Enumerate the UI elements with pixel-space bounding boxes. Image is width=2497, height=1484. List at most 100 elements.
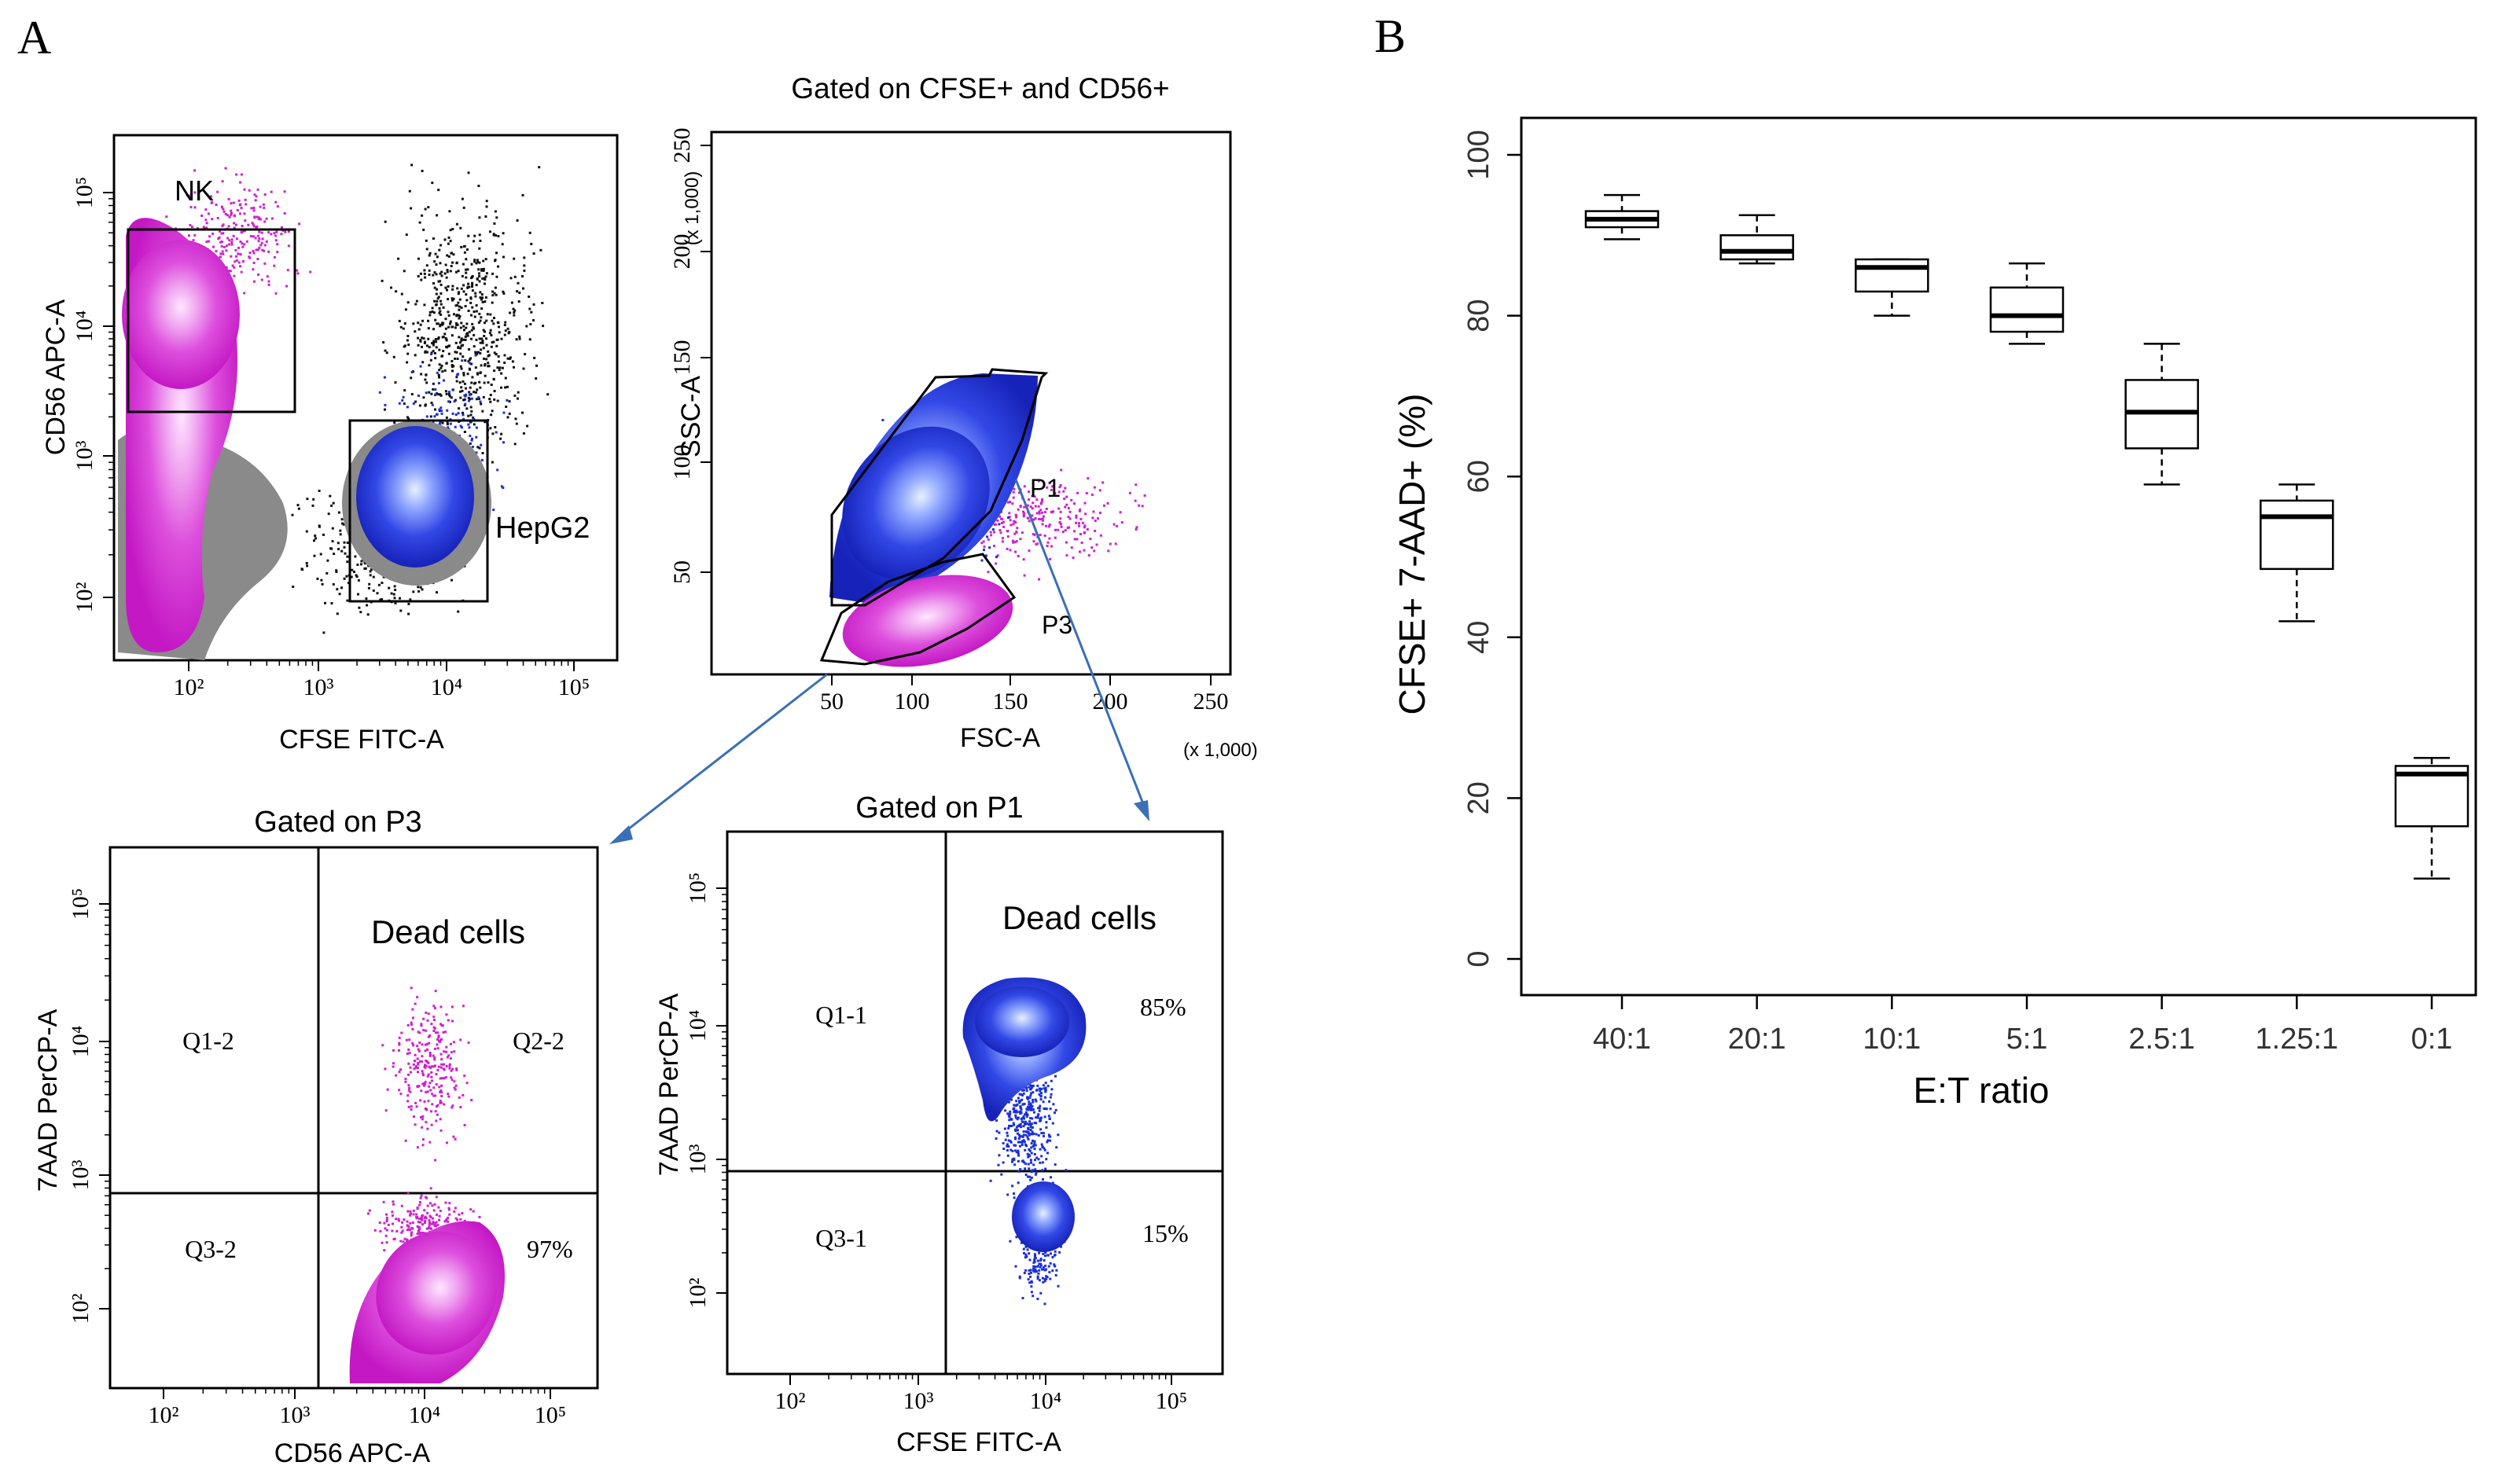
- event-dot: [428, 314, 432, 317]
- event-dot: [1011, 1185, 1014, 1188]
- event-dot: [1018, 1101, 1021, 1104]
- event-dot: [474, 292, 477, 295]
- panel-label-a: A: [17, 12, 51, 64]
- event-dot: [475, 435, 478, 439]
- event-dot: [1006, 535, 1009, 538]
- event-dot: [478, 261, 481, 264]
- event-dot: [1038, 1109, 1041, 1112]
- event-dot: [458, 1096, 461, 1099]
- event-dot: [1031, 1117, 1034, 1120]
- event-dot: [435, 346, 438, 349]
- event-dot: [251, 222, 254, 225]
- event-dot: [1017, 1141, 1020, 1144]
- event-dot: [1004, 1138, 1007, 1141]
- event-dot: [1006, 1131, 1009, 1134]
- event-dot: [508, 400, 511, 403]
- event-dot: [445, 1045, 448, 1049]
- event-dot: [1050, 488, 1053, 491]
- event-dot: [490, 413, 493, 417]
- plot3-xlabel: CD56 APC-A: [274, 1438, 431, 1468]
- event-dot: [340, 586, 343, 590]
- event-dot: [467, 423, 470, 426]
- event-dot: [1013, 1157, 1016, 1160]
- event-dot: [491, 272, 495, 275]
- event-dot: [340, 518, 344, 521]
- event-dot: [1031, 1133, 1034, 1136]
- event-dot: [1038, 1251, 1041, 1254]
- event-dot: [430, 1227, 432, 1230]
- event-dot: [1022, 510, 1024, 513]
- event-dot: [439, 280, 442, 283]
- event-dot: [1095, 543, 1098, 546]
- event-dot: [1048, 482, 1051, 485]
- event-dot: [1007, 1127, 1010, 1130]
- event-dot: [1028, 1103, 1031, 1106]
- event-dot: [343, 541, 346, 544]
- event-dot: [1030, 1092, 1033, 1095]
- event-dot: [1030, 1176, 1033, 1179]
- event-dot: [513, 314, 516, 317]
- x-tick-label: 10³: [903, 1388, 934, 1414]
- event-dot: [1013, 1104, 1016, 1107]
- event-dot: [1038, 1262, 1041, 1265]
- event-dot: [467, 360, 470, 363]
- plot4-dead-cells-label: Dead cells: [1002, 899, 1157, 936]
- event-dot: [1023, 1117, 1025, 1120]
- event-dot: [462, 343, 465, 347]
- plot3-q2-label: Q2-2: [513, 1027, 564, 1055]
- event-dot: [1038, 479, 1040, 483]
- x-tick-label: 0:1: [2411, 1023, 2453, 1056]
- event-dot: [1023, 1161, 1026, 1164]
- event-dot: [513, 275, 517, 278]
- event-dot: [1114, 542, 1117, 545]
- event-dot: [469, 406, 473, 409]
- event-dot: [436, 255, 439, 259]
- event-dot: [301, 568, 304, 571]
- event-dot: [1039, 1117, 1042, 1120]
- event-dot: [470, 329, 473, 332]
- event-dot: [1023, 505, 1026, 509]
- event-dot: [434, 357, 437, 360]
- event-dot: [1041, 1169, 1044, 1172]
- event-dot: [494, 426, 497, 428]
- event-dot: [471, 289, 474, 292]
- event-dot: [450, 364, 454, 366]
- event-dot: [1043, 534, 1046, 537]
- event-dot: [528, 296, 531, 298]
- event-dot: [437, 296, 440, 299]
- event-dot: [350, 575, 353, 579]
- arrow-p1-to-plot4: [1014, 479, 1146, 806]
- event-dot: [480, 293, 484, 296]
- event-dot: [423, 1209, 426, 1212]
- event-dot: [1041, 1276, 1044, 1280]
- event-dot: [1018, 1275, 1021, 1278]
- event-dot: [459, 365, 462, 368]
- event-dot: [1017, 1181, 1020, 1185]
- event-dot: [1019, 1168, 1022, 1171]
- event-dot: [263, 249, 266, 252]
- event-dot: [1024, 1085, 1028, 1089]
- event-dot: [1008, 512, 1011, 515]
- event-dot: [419, 1196, 422, 1199]
- event-dot: [228, 239, 231, 242]
- event-dot: [439, 272, 442, 275]
- event-dot: [532, 252, 535, 255]
- event-dot: [481, 452, 484, 454]
- event-dot: [478, 380, 481, 384]
- event-dot: [428, 1034, 432, 1037]
- event-dot: [505, 406, 508, 408]
- event-dot: [406, 1224, 409, 1227]
- event-dot: [369, 574, 372, 577]
- event-dot: [1143, 494, 1146, 497]
- event-dot: [1001, 540, 1004, 543]
- event-dot: [440, 270, 443, 274]
- event-dot: [233, 226, 236, 230]
- event-dot: [239, 253, 242, 256]
- event-dot: [1039, 501, 1043, 505]
- event-dot: [491, 410, 494, 413]
- event-dot: [1103, 504, 1105, 507]
- event-dot: [481, 341, 484, 344]
- event-dot: [460, 287, 463, 290]
- event-dot: [428, 1085, 431, 1088]
- event-dot: [392, 355, 395, 358]
